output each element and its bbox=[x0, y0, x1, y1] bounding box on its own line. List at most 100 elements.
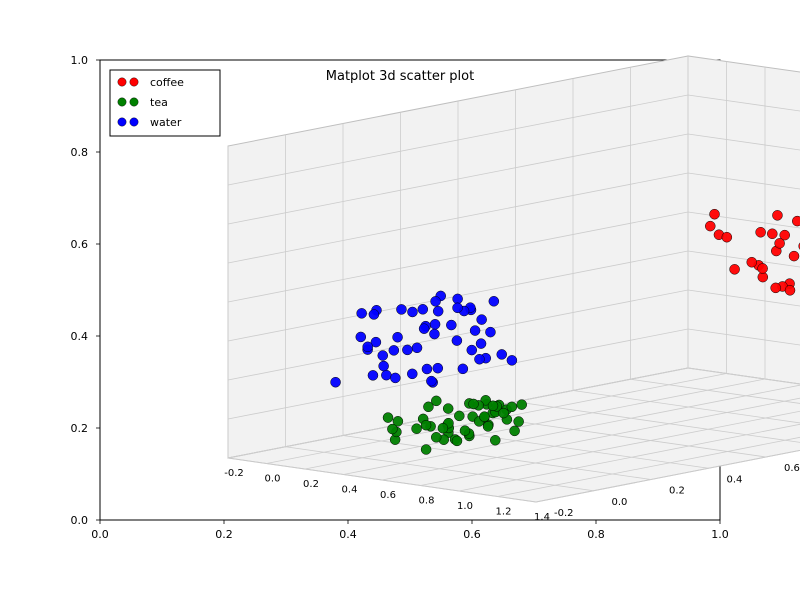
scatter-point-water bbox=[369, 309, 379, 319]
outer-y-tick-label: 0.8 bbox=[71, 146, 89, 159]
scatter-point-water bbox=[426, 376, 436, 386]
scatter-point-coffee bbox=[705, 221, 715, 231]
legend-marker bbox=[118, 98, 126, 106]
x3d-tick-label: 0.6 bbox=[380, 490, 396, 501]
scatter-3d-plot: 0.0 0.2 0.4 0.6 0.8 1.0 0.0 0.2 0.4 0.6 0.8 1.0 -0.… bbox=[0, 0, 800, 600]
scatter-point-water bbox=[476, 339, 486, 349]
scatter-point-coffee bbox=[722, 232, 732, 242]
outer-x-tick-label: 0.6 bbox=[463, 528, 481, 541]
scatter-point-tea bbox=[443, 404, 453, 414]
scatter-point-water bbox=[452, 336, 462, 346]
scatter-point-water bbox=[433, 306, 443, 316]
outer-x-tick-label: 0.0 bbox=[91, 528, 109, 541]
scatter-point-tea bbox=[468, 399, 478, 409]
scatter-point-water bbox=[418, 304, 428, 314]
outer-x-tick-label: 0.8 bbox=[587, 528, 605, 541]
scatter-point-coffee bbox=[785, 285, 795, 295]
scatter-point-water bbox=[507, 355, 517, 365]
scatter-point-tea bbox=[423, 402, 433, 412]
scatter-point-tea bbox=[490, 435, 500, 445]
outer-x-tick-label: 0.2 bbox=[215, 528, 233, 541]
scatter-point-water bbox=[474, 354, 484, 364]
scatter-point-coffee bbox=[710, 209, 720, 219]
scatter-point-coffee bbox=[756, 227, 766, 237]
scatter-point-water bbox=[477, 315, 487, 325]
scatter-point-water bbox=[331, 377, 341, 387]
scatter-point-tea bbox=[488, 401, 498, 411]
scatter-point-tea bbox=[431, 432, 441, 442]
scatter-point-coffee bbox=[758, 264, 768, 274]
scatter-point-water bbox=[402, 345, 412, 355]
scatter-point-water bbox=[453, 294, 463, 304]
scatter-point-tea bbox=[383, 413, 393, 423]
scatter-point-water bbox=[431, 296, 441, 306]
outer-x-tick-label: 1.0 bbox=[711, 528, 729, 541]
x3d-tick-label: 0.2 bbox=[303, 479, 319, 490]
y3d-tick-label: 0.6 bbox=[784, 463, 800, 474]
scatter-point-tea bbox=[421, 420, 431, 430]
scatter-point-tea bbox=[479, 412, 489, 422]
scatter-point-coffee bbox=[730, 264, 740, 274]
scatter-point-water bbox=[453, 303, 463, 313]
scatter-point-water bbox=[407, 369, 417, 379]
scatter-point-water bbox=[389, 345, 399, 355]
scatter-point-water bbox=[489, 296, 499, 306]
scatter-point-tea bbox=[454, 411, 464, 421]
scatter-point-tea bbox=[452, 436, 462, 446]
scatter-point-water bbox=[393, 332, 403, 342]
legend-marker bbox=[130, 78, 138, 86]
x3d-tick-label: -0.2 bbox=[224, 468, 244, 479]
scatter-point-water bbox=[470, 326, 480, 336]
legend-marker bbox=[130, 98, 138, 106]
scatter-point-water bbox=[356, 332, 366, 342]
scatter-point-water bbox=[379, 361, 389, 371]
x3d-tick-label: 1.2 bbox=[496, 507, 512, 518]
y3d-tick-label: -0.2 bbox=[554, 508, 574, 519]
x3d-tick-label: 0.8 bbox=[419, 496, 435, 507]
x3d-tick-label: 1.0 bbox=[457, 501, 473, 512]
scatter-point-water bbox=[363, 342, 373, 352]
scatter-point-coffee bbox=[747, 257, 757, 267]
scatter-point-water bbox=[381, 370, 391, 380]
scatter-point-water bbox=[396, 304, 406, 314]
outer-y-tick-label: 0.4 bbox=[71, 330, 89, 343]
scatter-point-water bbox=[446, 320, 456, 330]
outer-y-tick-label: 0.2 bbox=[71, 422, 89, 435]
outer-x-tick-label: 0.4 bbox=[339, 528, 357, 541]
outer-y-tick-label: 0.0 bbox=[71, 514, 89, 527]
scatter-point-tea bbox=[412, 424, 422, 434]
scatter-point-water bbox=[390, 373, 400, 383]
chart-title: Matplot 3d scatter plot bbox=[326, 69, 474, 84]
legend-marker bbox=[118, 78, 126, 86]
scatter-point-tea bbox=[510, 426, 520, 436]
legend-label: tea bbox=[150, 96, 168, 109]
scatter-point-water bbox=[429, 329, 439, 339]
scatter-point-water bbox=[458, 364, 468, 374]
scatter-point-coffee bbox=[789, 251, 799, 261]
scatter-point-water bbox=[467, 345, 477, 355]
y3d-tick-label: 0.0 bbox=[612, 497, 628, 508]
y3d-tick-label: 0.4 bbox=[727, 474, 743, 485]
scatter-point-tea bbox=[514, 417, 524, 427]
scatter-point-water bbox=[357, 308, 367, 318]
scatter-point-water bbox=[419, 324, 429, 334]
scatter-point-water bbox=[430, 319, 440, 329]
scatter-point-water bbox=[422, 364, 432, 374]
scatter-point-water bbox=[412, 343, 422, 353]
scatter-point-water bbox=[497, 349, 507, 359]
legend-marker bbox=[118, 118, 126, 126]
scatter-point-water bbox=[485, 327, 495, 337]
scatter-point-tea bbox=[387, 424, 397, 434]
legend: coffeeteawater bbox=[110, 70, 220, 136]
scatter-point-tea bbox=[460, 426, 470, 436]
scatter-point-tea bbox=[483, 421, 493, 431]
scatter-point-coffee bbox=[772, 210, 782, 220]
scatter-point-tea bbox=[438, 423, 448, 433]
scatter-point-tea bbox=[499, 408, 509, 418]
outer-y-tick-label: 1.0 bbox=[71, 54, 89, 67]
scatter-point-tea bbox=[507, 402, 517, 412]
scatter-point-coffee bbox=[792, 216, 800, 226]
x3d-tick-label: 0.4 bbox=[342, 485, 358, 496]
scatter-point-coffee bbox=[767, 229, 777, 239]
scatter-point-water bbox=[433, 363, 443, 373]
